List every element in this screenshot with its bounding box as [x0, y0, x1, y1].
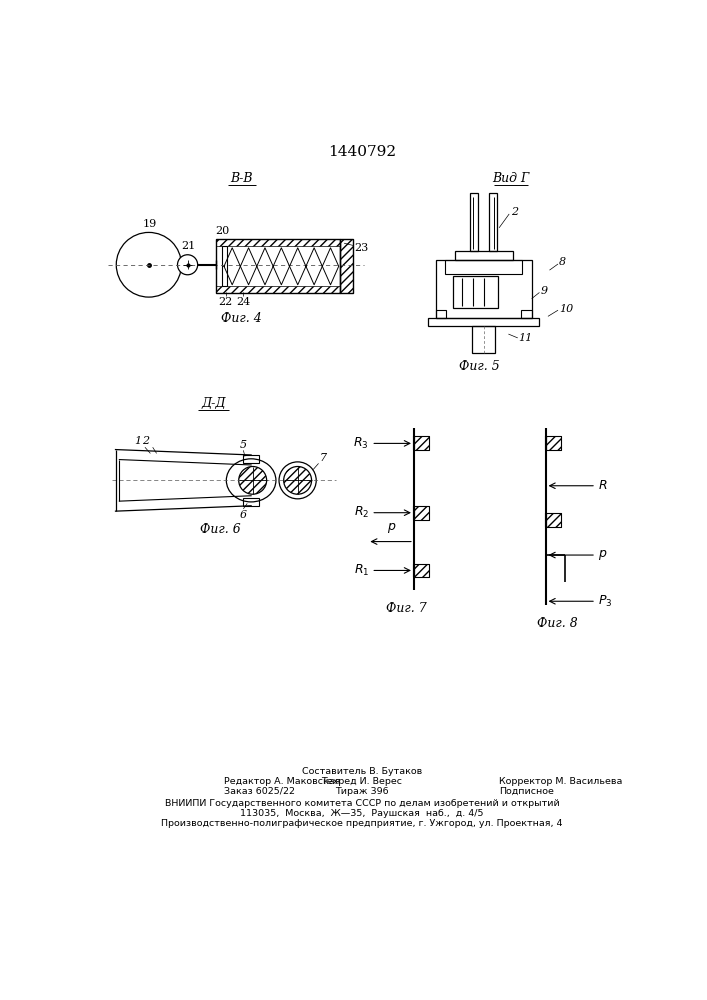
Bar [455, 251, 513, 260]
Text: 23: 23 [354, 243, 368, 253]
Circle shape [239, 466, 267, 494]
Bar [546, 436, 561, 450]
Text: Фиг. 8: Фиг. 8 [537, 617, 578, 630]
Bar [243, 455, 259, 463]
Circle shape [116, 232, 182, 297]
Bar [436, 260, 532, 318]
Text: $R_2$: $R_2$ [354, 505, 369, 520]
Text: 21: 21 [182, 241, 196, 251]
Text: 20: 20 [216, 226, 230, 235]
Circle shape [177, 255, 198, 275]
Text: 22: 22 [218, 297, 233, 307]
Text: 5: 5 [240, 440, 247, 450]
Bar [452, 276, 498, 308]
Text: 6: 6 [240, 510, 247, 520]
Text: $R_1$: $R_1$ [354, 563, 369, 578]
Text: Техред И. Верес: Техред И. Верес [322, 777, 402, 786]
Bar [414, 436, 429, 450]
Ellipse shape [226, 459, 276, 502]
Text: 24: 24 [236, 297, 250, 307]
Text: 9: 9 [540, 286, 547, 296]
Bar [445, 260, 522, 274]
Bar [414, 436, 429, 450]
Text: 11: 11 [518, 333, 533, 343]
Text: 2: 2 [141, 436, 149, 446]
Bar [216, 239, 340, 293]
Text: Составитель В. Бутаков: Составитель В. Бутаков [302, 767, 422, 776]
Text: 1440792: 1440792 [328, 145, 396, 159]
Bar [414, 506, 429, 520]
Text: Фиг. 4: Фиг. 4 [221, 312, 262, 325]
Text: Фиг. 7: Фиг. 7 [386, 602, 426, 615]
Text: Д-Д: Д-Д [201, 397, 226, 410]
Bar [340, 239, 353, 293]
Bar [414, 564, 429, 577]
Text: $R$: $R$ [598, 479, 608, 492]
Text: 19: 19 [143, 219, 157, 229]
Text: 113035,  Москва,  Ж—35,  Раушская  наб.,  д. 4/5: 113035, Москва, Ж—35, Раушская наб., д. … [240, 809, 484, 818]
Text: 1: 1 [134, 436, 141, 446]
Text: Корректор М. Васильева: Корректор М. Васильева [499, 777, 622, 786]
Text: $p$: $p$ [387, 521, 397, 535]
Text: Редактор А. Маковская: Редактор А. Маковская [224, 777, 340, 786]
Text: Вид Г: Вид Г [492, 172, 530, 185]
Text: Подписное: Подписное [499, 787, 554, 796]
Bar [428, 318, 539, 326]
Text: В-В: В-В [230, 172, 253, 185]
Text: Фиг. 5: Фиг. 5 [460, 360, 500, 373]
Bar [470, 193, 478, 251]
Text: 7: 7 [320, 453, 327, 463]
Bar [521, 310, 532, 318]
Text: Заказ 6025/22: Заказ 6025/22 [224, 787, 295, 796]
Bar [223, 246, 227, 286]
Text: Производственно-полиграфическое предприятие, г. Ужгород, ул. Проектная, 4: Производственно-полиграфическое предприя… [161, 819, 563, 828]
Text: Фиг. 6: Фиг. 6 [200, 523, 240, 536]
Text: 2: 2 [510, 207, 518, 217]
Text: $p$: $p$ [598, 548, 608, 562]
Bar [216, 239, 340, 246]
Bar [414, 506, 429, 520]
Text: 8: 8 [559, 257, 566, 267]
Text: $P_3$: $P_3$ [598, 594, 613, 609]
Text: ВНИИПИ Государственного комитета СССР по делам изобретений и открытий: ВНИИПИ Государственного комитета СССР по… [165, 799, 559, 808]
Bar [414, 564, 429, 577]
Bar [216, 286, 340, 293]
Bar [546, 513, 561, 527]
Bar [546, 513, 561, 527]
Bar [436, 310, 446, 318]
Bar [489, 193, 497, 251]
Text: 10: 10 [559, 304, 573, 314]
Text: Тираж 396: Тираж 396 [335, 787, 389, 796]
Text: $R_3$: $R_3$ [354, 436, 369, 451]
Bar [546, 436, 561, 450]
Bar [472, 326, 495, 353]
Bar [243, 498, 259, 506]
Bar [340, 239, 353, 293]
Circle shape [284, 466, 312, 494]
